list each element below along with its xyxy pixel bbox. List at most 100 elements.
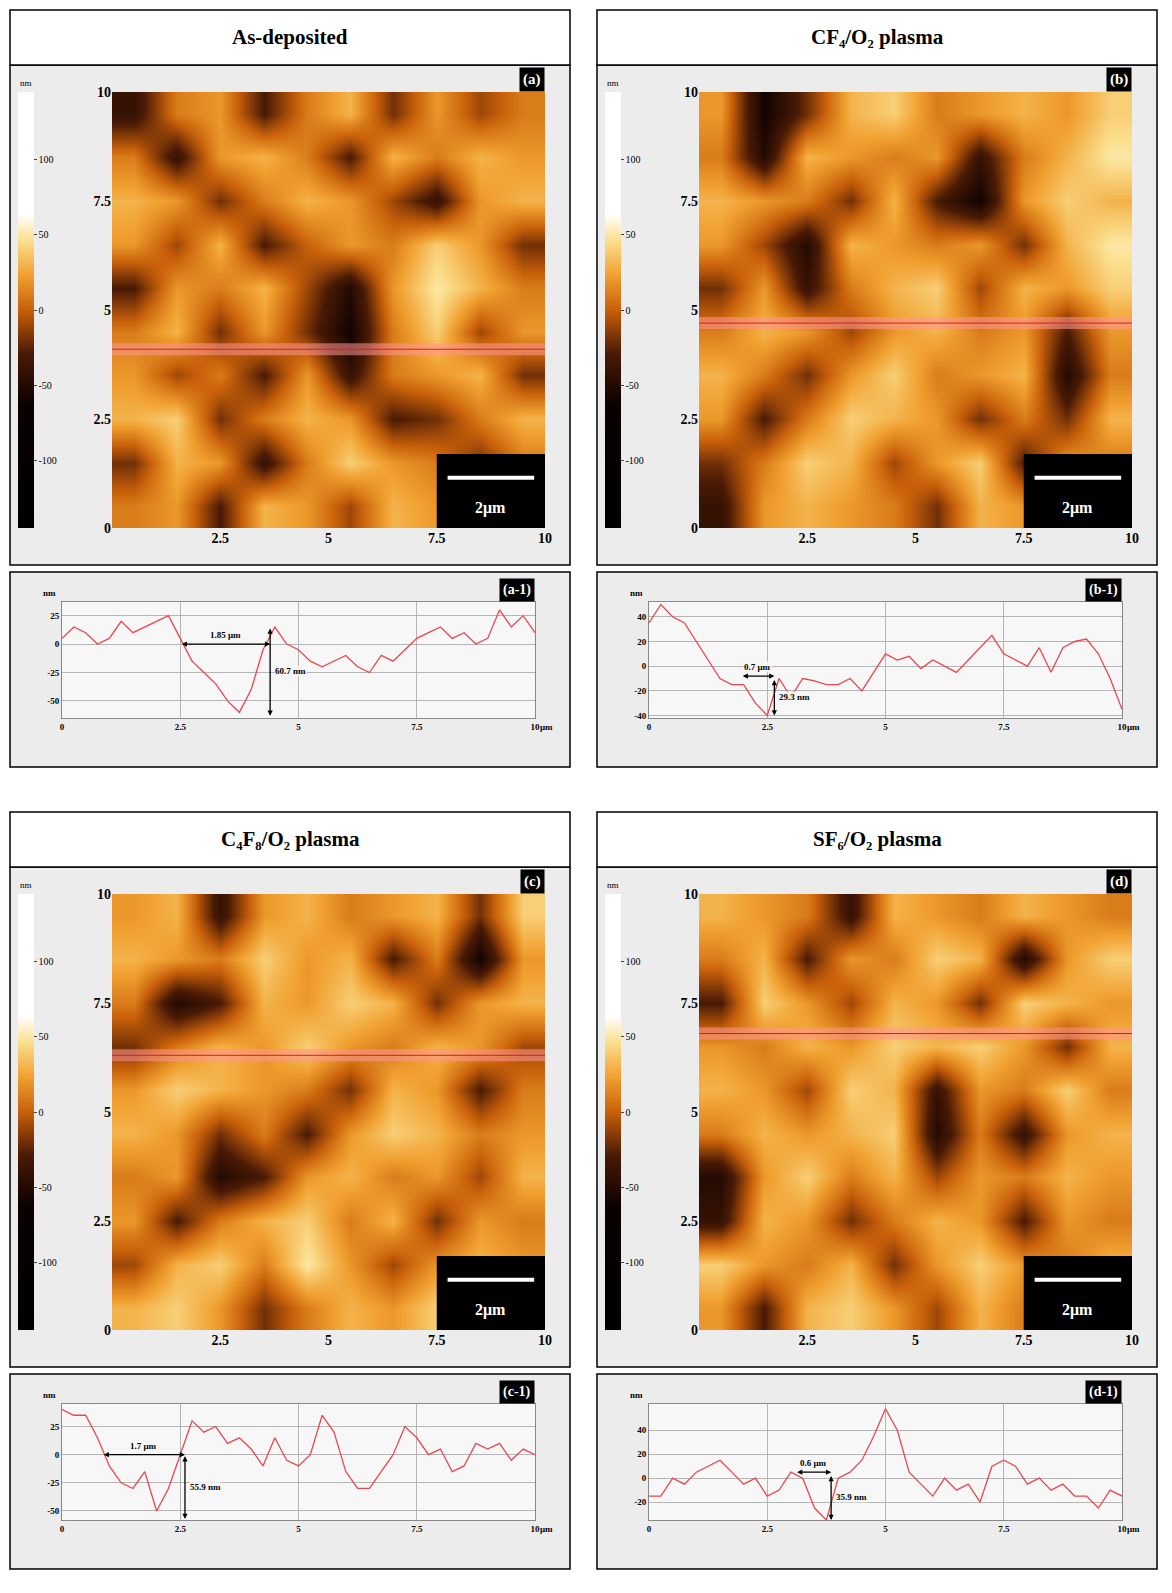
svg-text:10: 10 (538, 531, 552, 546)
svg-text:-100: -100 (626, 1257, 644, 1268)
svg-text:10: 10 (1118, 1524, 1128, 1534)
svg-text:0: 0 (691, 521, 698, 536)
svg-text:-20: -20 (634, 686, 646, 696)
svg-text:10: 10 (97, 85, 111, 100)
svg-text:10: 10 (531, 1524, 541, 1534)
svg-text:nm: nm (630, 1390, 643, 1400)
svg-text:CF₄/O₂ plasma: CF₄/O₂ plasma (811, 25, 944, 49)
svg-text:5: 5 (912, 531, 919, 546)
svg-text:(d): (d) (1110, 873, 1128, 890)
svg-text:7.5: 7.5 (998, 722, 1010, 732)
svg-text:5: 5 (325, 531, 332, 546)
svg-text:10: 10 (684, 85, 698, 100)
svg-text:2.5: 2.5 (799, 531, 817, 546)
svg-text:7.5: 7.5 (1015, 531, 1033, 546)
svg-text:-40: -40 (634, 711, 646, 721)
svg-text:-50: -50 (39, 1182, 52, 1193)
svg-text:50: 50 (39, 229, 49, 240)
svg-text:As-deposited: As-deposited (232, 25, 348, 49)
svg-text:nm: nm (607, 880, 619, 890)
svg-text:-25: -25 (47, 1478, 59, 1488)
svg-text:7.5: 7.5 (428, 1333, 446, 1348)
svg-text:100: 100 (39, 956, 54, 967)
svg-text:55.9 nm: 55.9 nm (190, 1482, 221, 1492)
svg-text:5: 5 (691, 1105, 698, 1120)
svg-text:7.5: 7.5 (411, 722, 423, 732)
svg-text:1.85 μm: 1.85 μm (210, 630, 241, 640)
svg-text:20: 20 (637, 1449, 647, 1459)
svg-text:35.9 nm: 35.9 nm (836, 1492, 867, 1502)
svg-text:7.5: 7.5 (681, 996, 699, 1011)
svg-text:5: 5 (325, 1333, 332, 1348)
svg-text:0: 0 (104, 1323, 111, 1338)
svg-text:0: 0 (647, 722, 652, 732)
svg-text:50: 50 (626, 1031, 636, 1042)
svg-text:-100: -100 (39, 1257, 57, 1268)
svg-text:50: 50 (626, 229, 636, 240)
svg-text:nm: nm (20, 78, 32, 88)
svg-text:μm: μm (540, 722, 553, 732)
svg-text:2.5: 2.5 (212, 1333, 230, 1348)
svg-text:-50: -50 (626, 1182, 639, 1193)
svg-text:C₄F₈/O₂ plasma: C₄F₈/O₂ plasma (221, 827, 360, 851)
svg-text:0.7 μm: 0.7 μm (744, 662, 771, 672)
svg-text:5: 5 (104, 303, 111, 318)
svg-text:nm: nm (43, 1390, 56, 1400)
svg-text:2.5: 2.5 (94, 412, 112, 427)
svg-text:10: 10 (1125, 531, 1139, 546)
svg-text:nm: nm (607, 78, 619, 88)
svg-text:0: 0 (104, 521, 111, 536)
svg-text:-25: -25 (47, 668, 59, 678)
svg-text:5: 5 (883, 722, 888, 732)
svg-text:2μm: 2μm (1062, 1301, 1093, 1319)
svg-text:100: 100 (626, 956, 641, 967)
svg-text:nm: nm (20, 880, 32, 890)
svg-text:(a-1): (a-1) (503, 582, 531, 598)
svg-text:5: 5 (691, 303, 698, 318)
svg-text:(a): (a) (523, 71, 541, 88)
svg-text:100: 100 (39, 154, 54, 165)
svg-text:-50: -50 (47, 1506, 59, 1516)
svg-text:2.5: 2.5 (94, 1214, 112, 1229)
svg-text:μm: μm (1127, 1524, 1140, 1534)
svg-text:2.5: 2.5 (212, 531, 230, 546)
svg-text:(c-1): (c-1) (503, 1384, 531, 1400)
svg-text:0: 0 (60, 1524, 65, 1534)
svg-text:0: 0 (55, 1450, 60, 1460)
svg-text:2.5: 2.5 (762, 1524, 774, 1534)
svg-text:0: 0 (39, 1107, 44, 1118)
svg-text:SF₆/O₂ plasma: SF₆/O₂ plasma (813, 827, 942, 851)
svg-text:7.5: 7.5 (94, 996, 112, 1011)
svg-text:60.7 nm: 60.7 nm (275, 666, 306, 676)
svg-text:μm: μm (540, 1524, 553, 1534)
svg-text:0: 0 (642, 1473, 647, 1483)
svg-text:7.5: 7.5 (1015, 1333, 1033, 1348)
svg-text:25: 25 (50, 1422, 60, 1432)
svg-text:0: 0 (39, 305, 44, 316)
svg-text:7.5: 7.5 (411, 1524, 423, 1534)
svg-text:5: 5 (883, 1524, 888, 1534)
svg-text:2.5: 2.5 (681, 1214, 699, 1229)
svg-text:2.5: 2.5 (762, 722, 774, 732)
svg-text:μm: μm (1127, 722, 1140, 732)
svg-text:nm: nm (43, 588, 56, 598)
svg-text:7.5: 7.5 (681, 194, 699, 209)
svg-text:5: 5 (912, 1333, 919, 1348)
svg-text:2.5: 2.5 (175, 1524, 187, 1534)
svg-text:-50: -50 (39, 380, 52, 391)
svg-text:25: 25 (50, 611, 60, 621)
svg-text:2.5: 2.5 (175, 722, 187, 732)
svg-text:20: 20 (637, 637, 647, 647)
svg-text:0: 0 (55, 639, 60, 649)
svg-text:29.3 nm: 29.3 nm (779, 692, 810, 702)
svg-text:40: 40 (637, 1425, 647, 1435)
svg-text:nm: nm (630, 588, 643, 598)
svg-text:5: 5 (296, 722, 301, 732)
svg-text:0: 0 (647, 1524, 652, 1534)
svg-text:10: 10 (684, 887, 698, 902)
svg-text:0: 0 (60, 722, 65, 732)
svg-text:2.5: 2.5 (799, 1333, 817, 1348)
svg-text:10: 10 (97, 887, 111, 902)
svg-text:(b): (b) (1110, 71, 1128, 88)
svg-text:0.6 μm: 0.6 μm (800, 1458, 827, 1468)
